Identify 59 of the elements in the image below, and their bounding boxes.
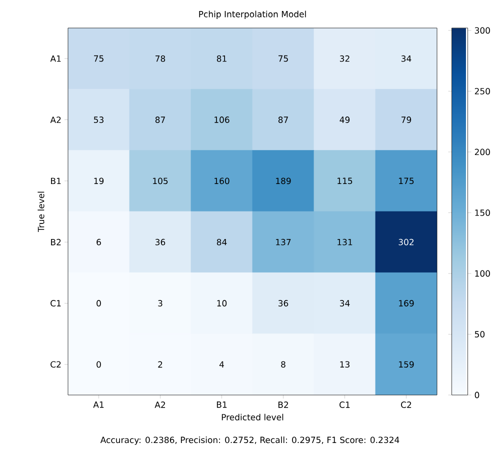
data-label: 34 — [340, 300, 350, 306]
data-label: 19 — [94, 178, 104, 184]
data-label: 105 — [153, 178, 168, 184]
data-label: 175 — [399, 178, 414, 184]
data-label: 160 — [214, 178, 230, 184]
data-label: 84 — [216, 238, 227, 246]
color-bar-label: 250 — [474, 88, 490, 94]
data-label: 53 — [94, 116, 104, 123]
chart-title: Pchip Interpolation Model — [199, 10, 306, 19]
data-label: 8 — [281, 361, 286, 368]
data-label: 87 — [278, 116, 288, 123]
color-bar-label: 50 — [474, 331, 485, 338]
data-label: 4 — [219, 361, 224, 368]
data-label: 36 — [278, 300, 288, 306]
color-bar-label: 0 — [474, 392, 480, 398]
text: Accuracy: 0.2386, Precision: 0.2752, Recall: 0.2975, F1 Score: 0.2324 — [100, 436, 400, 445]
y-tick-label: A1 — [50, 55, 61, 62]
color-bar-label: 150 — [475, 210, 490, 216]
data-label: 2 — [158, 361, 162, 368]
data-label: 131 — [338, 238, 352, 246]
data-label: 36 — [155, 238, 166, 246]
data-label: 13 — [340, 361, 350, 368]
data-label: 75 — [94, 55, 104, 62]
data-label: 106 — [214, 116, 230, 123]
data-label: 6 — [96, 238, 101, 246]
color-bar-label: 300 — [474, 27, 490, 34]
data-label: 0 — [96, 300, 101, 306]
data-label: 302 — [398, 238, 414, 246]
color-bar-label: 100 — [475, 270, 490, 277]
y-tick-label: B1 — [51, 178, 61, 184]
data-label: 10 — [217, 300, 227, 306]
y-tick-label: C2 — [50, 361, 61, 368]
data-label: 34 — [401, 55, 412, 62]
data-label: 32 — [340, 55, 350, 62]
y-tick-label: B2 — [51, 238, 61, 246]
data-label: 78 — [156, 55, 166, 62]
data-label: 81 — [216, 55, 226, 62]
x-tick-label: A2 — [154, 402, 166, 408]
data-label: 87 — [155, 116, 165, 123]
data-label: 75 — [278, 55, 288, 62]
color-bar-label: 200 — [474, 148, 490, 156]
data-label: 49 — [340, 116, 350, 123]
x-tick-label: C2 — [401, 402, 412, 408]
x-tick-label: B1 — [216, 402, 227, 408]
data-label: 189 — [276, 178, 291, 184]
data-label: 3 — [158, 300, 162, 306]
x-tick-label: A1 — [93, 402, 104, 408]
data-label: 159 — [399, 361, 414, 368]
y-tick-label: A2 — [50, 116, 61, 123]
y-axis-title: True level — [38, 192, 44, 232]
data-label: 79 — [402, 116, 412, 123]
data-label: 115 — [338, 178, 352, 184]
y-tick-label: C1 — [50, 300, 61, 306]
data-label: 0 — [96, 361, 101, 368]
x-tick-label: B2 — [278, 402, 288, 408]
x-axis-title: Predicted level — [222, 414, 284, 420]
data-label: 169 — [399, 300, 414, 306]
data-label: 137 — [276, 238, 291, 246]
x-tick-label: C1 — [340, 402, 350, 408]
